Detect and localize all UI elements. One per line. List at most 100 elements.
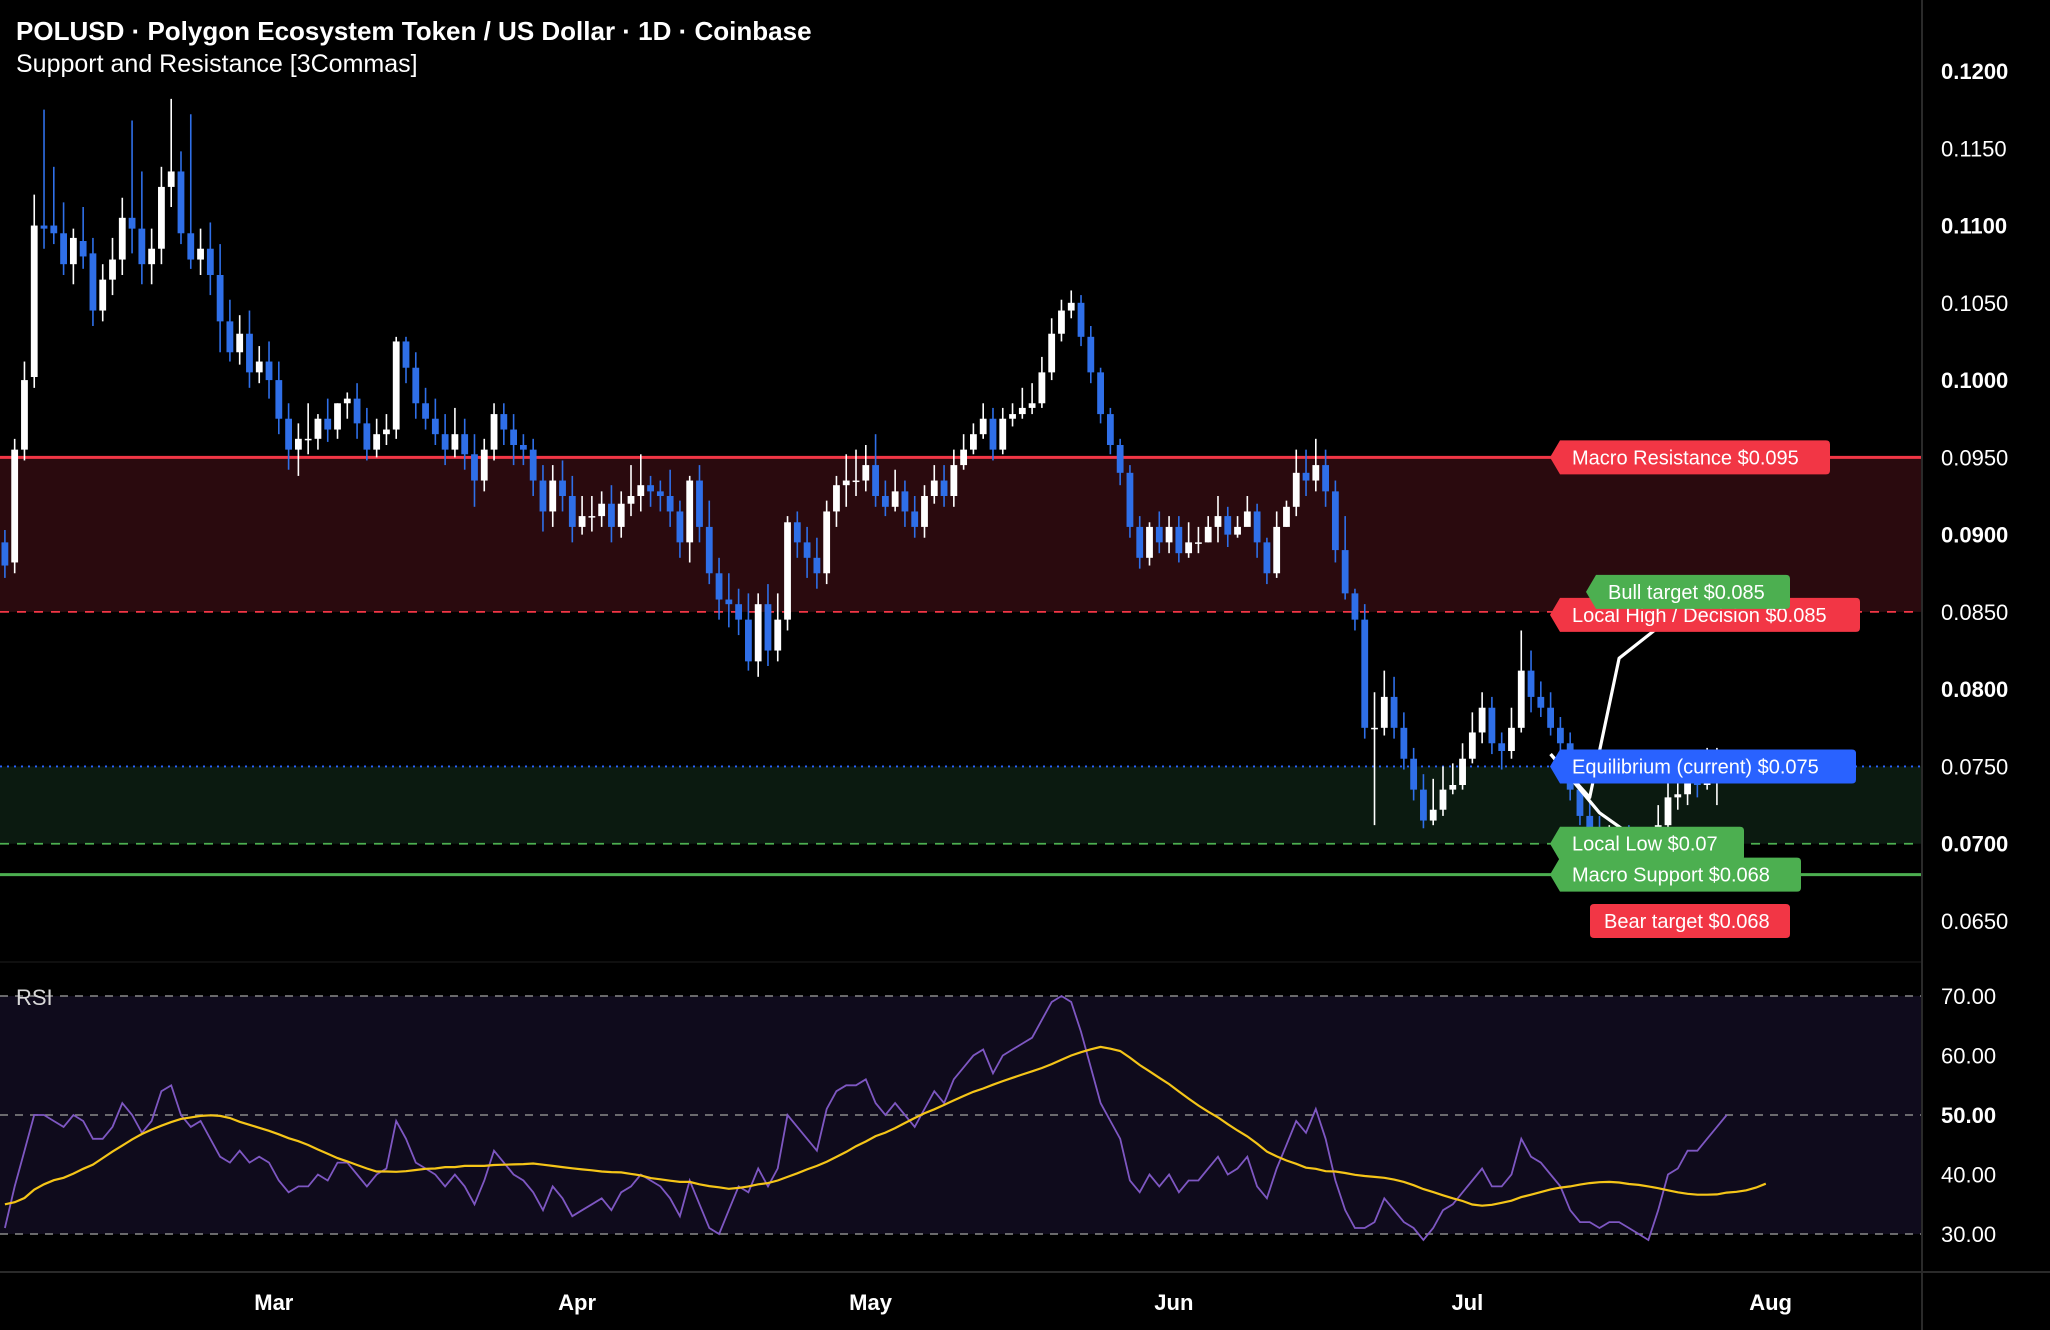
candle-body-30 — [294, 438, 302, 450]
candle-body-156 — [1527, 670, 1535, 697]
candle-body-111 — [1087, 336, 1095, 373]
candle-body-155 — [1517, 670, 1525, 728]
candle-body-26 — [255, 361, 263, 373]
price-tick-0.1000: 0.1000 — [1941, 368, 2008, 393]
candle-body-115 — [1126, 472, 1134, 527]
candle-body-158 — [1547, 707, 1555, 728]
candle-body-91 — [891, 491, 899, 507]
candle-body-124 — [1214, 516, 1222, 527]
rsi-line — [4, 994, 1728, 1242]
candle-body-100 — [979, 418, 987, 435]
candle-body-128 — [1253, 511, 1261, 543]
candle-body-74 — [725, 599, 733, 605]
candle-body-117 — [1146, 526, 1153, 558]
candle-body-118 — [1155, 526, 1163, 543]
candle-body-123 — [1204, 526, 1212, 543]
candle-body-61 — [598, 503, 606, 517]
candle-body-19 — [187, 233, 195, 260]
candle-body-37 — [363, 423, 371, 450]
candle-body-20 — [197, 248, 204, 260]
rsi-tick-60.00: 60.00 — [1941, 1044, 1996, 1069]
candle-body-154 — [1508, 727, 1515, 751]
candle-body-112 — [1097, 372, 1104, 415]
price-tick-0.0900: 0.0900 — [1941, 523, 2008, 548]
candle-body-14 — [138, 228, 146, 265]
candle-body-8 — [79, 241, 87, 257]
label-macro-resistance-text: Macro Resistance $0.095 — [1572, 447, 1799, 469]
label-bull-target: Bull target $0.085 — [1586, 574, 1790, 609]
candle-body-98 — [960, 449, 968, 466]
candle-body-108 — [1058, 310, 1065, 334]
candle-body-55 — [539, 480, 547, 512]
candle-body-139 — [1361, 619, 1369, 728]
candle-body-69 — [676, 511, 684, 543]
candle-body-45 — [441, 434, 449, 450]
candle-body-54 — [529, 449, 537, 481]
candle-body-141 — [1380, 696, 1388, 728]
candle-body-125 — [1224, 516, 1232, 535]
candle-body-53 — [519, 445, 527, 450]
rsi-tick-30.00: 30.00 — [1941, 1222, 1996, 1247]
candle-body-2 — [21, 380, 28, 450]
candle-body-157 — [1537, 696, 1545, 708]
candle-body-171 — [1674, 794, 1682, 798]
candle-body-135 — [1322, 465, 1329, 492]
candle-body-70 — [686, 480, 694, 543]
candle-body-11 — [109, 259, 116, 280]
candle-body-83 — [813, 557, 821, 574]
candle-body-136 — [1331, 491, 1339, 551]
candle-body-5 — [50, 225, 58, 234]
candle-body-80 — [784, 522, 791, 620]
label-equilibrium-text: Equilibrium (current) $0.075 — [1572, 756, 1819, 778]
candle-body-144 — [1410, 758, 1418, 790]
candle-body-93 — [911, 511, 919, 527]
candle-body-63 — [617, 503, 625, 527]
candle-body-34 — [334, 403, 341, 430]
candle-body-40 — [392, 341, 400, 430]
candle-body-1 — [11, 449, 19, 563]
candle-body-137 — [1341, 550, 1349, 594]
label-bear-target-text: Bear target $0.068 — [1604, 911, 1770, 933]
candle-body-24 — [236, 333, 244, 353]
label-macro-support-text: Macro Support $0.068 — [1572, 865, 1770, 887]
candle-body-92 — [901, 491, 909, 512]
candle-body-56 — [549, 480, 557, 512]
candle-body-147 — [1439, 789, 1447, 810]
candle-body-35 — [343, 398, 351, 404]
candle-body-114 — [1116, 445, 1124, 473]
candle-body-170 — [1664, 797, 1672, 826]
candle-body-10 — [99, 279, 107, 311]
candle-body-15 — [148, 248, 156, 265]
candle-body-23 — [226, 321, 234, 353]
candle-body-86 — [842, 480, 850, 486]
time-tick-Mar: Mar — [254, 1290, 294, 1315]
label-bull-target-text: Bull target $0.085 — [1608, 582, 1765, 604]
candle-body-148 — [1449, 785, 1457, 790]
candle-body-142 — [1390, 696, 1398, 728]
candle-body-140 — [1371, 727, 1378, 730]
candle-body-31 — [304, 438, 312, 441]
candle-body-107 — [1048, 333, 1056, 373]
candle-body-132 — [1292, 472, 1300, 507]
label-local-high-text: Local High / Decision $0.085 — [1572, 605, 1827, 627]
candle-body-16 — [158, 186, 165, 249]
price-tick-0.0850: 0.0850 — [1941, 600, 2008, 625]
candle-body-151 — [1478, 707, 1486, 733]
candle-body-49 — [480, 449, 488, 481]
candle-body-95 — [930, 480, 938, 496]
candle-body-17 — [167, 171, 175, 187]
candle-body-3 — [30, 225, 38, 377]
time-tick-Apr: Apr — [558, 1290, 596, 1315]
candle-body-113 — [1106, 414, 1114, 445]
candle-body-99 — [970, 434, 977, 450]
candle-body-47 — [461, 434, 469, 455]
price-tick-0.1200: 0.1200 — [1941, 59, 2008, 84]
candle-body-87 — [852, 480, 860, 483]
candle-body-13 — [128, 217, 136, 229]
candle-body-103 — [1009, 414, 1016, 419]
candle-body-57 — [559, 480, 566, 496]
time-tick-Aug: Aug — [1749, 1290, 1792, 1315]
candle-body-33 — [324, 418, 332, 430]
candle-body-116 — [1136, 526, 1144, 558]
